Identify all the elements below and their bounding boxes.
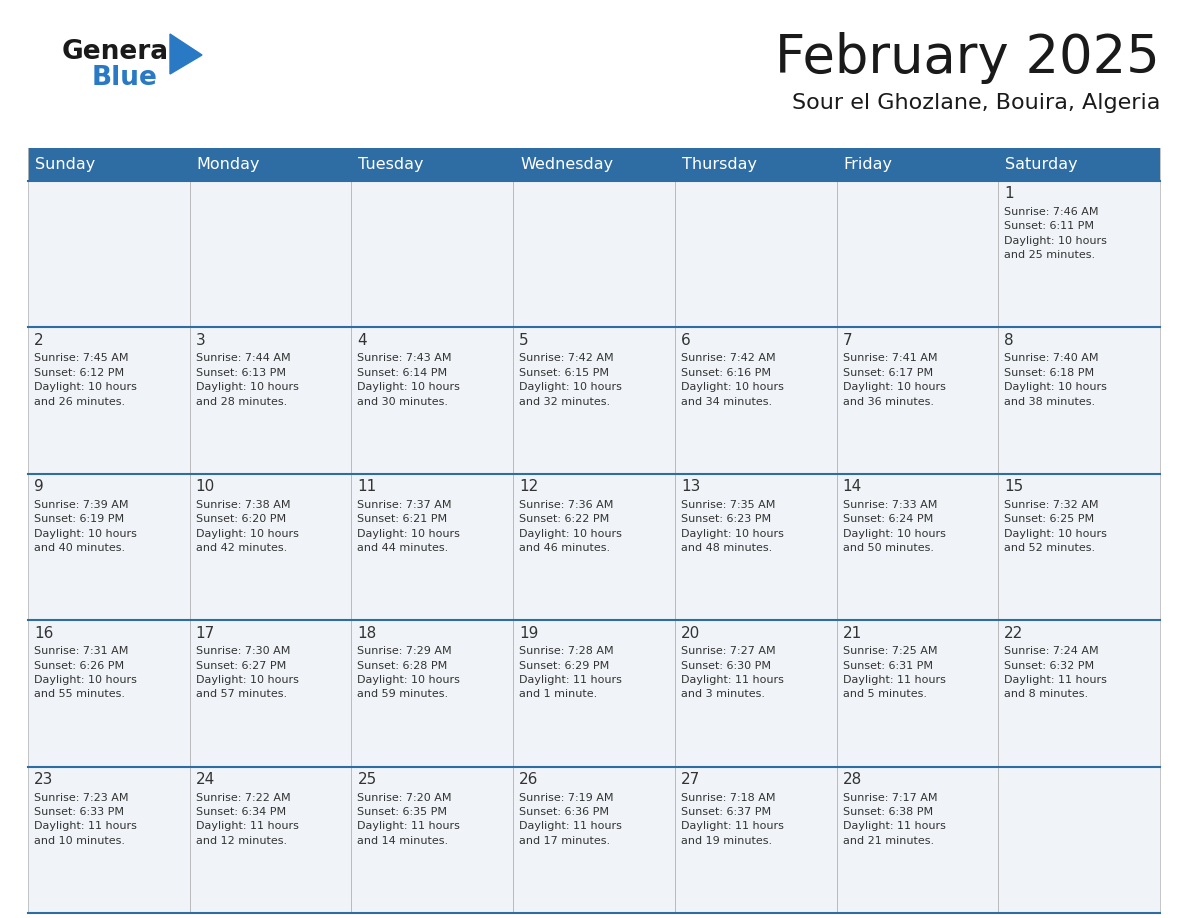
Text: Sunrise: 7:17 AM
Sunset: 6:38 PM
Daylight: 11 hours
and 21 minutes.: Sunrise: 7:17 AM Sunset: 6:38 PM Dayligh…	[842, 792, 946, 845]
Text: Sunrise: 7:36 AM
Sunset: 6:22 PM
Daylight: 10 hours
and 46 minutes.: Sunrise: 7:36 AM Sunset: 6:22 PM Dayligh…	[519, 499, 623, 553]
Bar	[998, 148, 1159, 181]
Text: 26: 26	[519, 772, 538, 787]
Polygon shape	[170, 34, 202, 74]
Text: 24: 24	[196, 772, 215, 787]
Text: Sunrise: 7:22 AM
Sunset: 6:34 PM
Daylight: 11 hours
and 12 minutes.: Sunrise: 7:22 AM Sunset: 6:34 PM Dayligh…	[196, 792, 298, 845]
Text: Sunrise: 7:32 AM
Sunset: 6:25 PM
Daylight: 10 hours
and 52 minutes.: Sunrise: 7:32 AM Sunset: 6:25 PM Dayligh…	[1004, 499, 1107, 553]
Text: Sunrise: 7:19 AM
Sunset: 6:36 PM
Daylight: 11 hours
and 17 minutes.: Sunrise: 7:19 AM Sunset: 6:36 PM Dayligh…	[519, 792, 623, 845]
Text: Sunrise: 7:28 AM
Sunset: 6:29 PM
Daylight: 11 hours
and 1 minute.: Sunrise: 7:28 AM Sunset: 6:29 PM Dayligh…	[519, 646, 623, 700]
Text: Sunrise: 7:46 AM
Sunset: 6:11 PM
Daylight: 10 hours
and 25 minutes.: Sunrise: 7:46 AM Sunset: 6:11 PM Dayligh…	[1004, 207, 1107, 260]
Text: Sunrise: 7:23 AM
Sunset: 6:33 PM
Daylight: 11 hours
and 10 minutes.: Sunrise: 7:23 AM Sunset: 6:33 PM Dayligh…	[34, 792, 137, 845]
Text: 22: 22	[1004, 626, 1024, 641]
Text: 23: 23	[34, 772, 53, 787]
Text: 6: 6	[681, 333, 690, 348]
Bar	[352, 148, 513, 181]
Text: 10: 10	[196, 479, 215, 494]
Text: Saturday: Saturday	[1005, 157, 1078, 172]
Text: Tuesday: Tuesday	[359, 157, 424, 172]
Text: Sunrise: 7:18 AM
Sunset: 6:37 PM
Daylight: 11 hours
and 19 minutes.: Sunrise: 7:18 AM Sunset: 6:37 PM Dayligh…	[681, 792, 784, 845]
Text: Sunrise: 7:42 AM
Sunset: 6:16 PM
Daylight: 10 hours
and 34 minutes.: Sunrise: 7:42 AM Sunset: 6:16 PM Dayligh…	[681, 353, 784, 407]
Text: Sunrise: 7:30 AM
Sunset: 6:27 PM
Daylight: 10 hours
and 57 minutes.: Sunrise: 7:30 AM Sunset: 6:27 PM Dayligh…	[196, 646, 298, 700]
Text: 8: 8	[1004, 333, 1013, 348]
Text: General: General	[62, 39, 178, 65]
Text: Friday: Friday	[843, 157, 892, 172]
Text: 20: 20	[681, 626, 700, 641]
Text: 2: 2	[34, 333, 44, 348]
Text: 4: 4	[358, 333, 367, 348]
Text: 11: 11	[358, 479, 377, 494]
Bar	[513, 148, 675, 181]
Text: Sunrise: 7:31 AM
Sunset: 6:26 PM
Daylight: 10 hours
and 55 minutes.: Sunrise: 7:31 AM Sunset: 6:26 PM Dayligh…	[34, 646, 137, 700]
Text: 28: 28	[842, 772, 861, 787]
Text: 14: 14	[842, 479, 861, 494]
Text: Thursday: Thursday	[682, 157, 757, 172]
Text: February 2025: February 2025	[776, 32, 1159, 84]
Text: 3: 3	[196, 333, 206, 348]
Text: 12: 12	[519, 479, 538, 494]
Text: Sunrise: 7:45 AM
Sunset: 6:12 PM
Daylight: 10 hours
and 26 minutes.: Sunrise: 7:45 AM Sunset: 6:12 PM Dayligh…	[34, 353, 137, 407]
Text: Sunrise: 7:40 AM
Sunset: 6:18 PM
Daylight: 10 hours
and 38 minutes.: Sunrise: 7:40 AM Sunset: 6:18 PM Dayligh…	[1004, 353, 1107, 407]
Text: Sunrise: 7:37 AM
Sunset: 6:21 PM
Daylight: 10 hours
and 44 minutes.: Sunrise: 7:37 AM Sunset: 6:21 PM Dayligh…	[358, 499, 460, 553]
Text: Sunrise: 7:27 AM
Sunset: 6:30 PM
Daylight: 11 hours
and 3 minutes.: Sunrise: 7:27 AM Sunset: 6:30 PM Dayligh…	[681, 646, 784, 700]
Text: Sunrise: 7:43 AM
Sunset: 6:14 PM
Daylight: 10 hours
and 30 minutes.: Sunrise: 7:43 AM Sunset: 6:14 PM Dayligh…	[358, 353, 460, 407]
Text: 1: 1	[1004, 186, 1013, 201]
Text: 17: 17	[196, 626, 215, 641]
Text: 7: 7	[842, 333, 852, 348]
Text: 16: 16	[34, 626, 53, 641]
Text: 9: 9	[34, 479, 44, 494]
Bar	[836, 148, 998, 181]
Text: 18: 18	[358, 626, 377, 641]
Text: Sunrise: 7:41 AM
Sunset: 6:17 PM
Daylight: 10 hours
and 36 minutes.: Sunrise: 7:41 AM Sunset: 6:17 PM Dayligh…	[842, 353, 946, 407]
Text: Sunrise: 7:39 AM
Sunset: 6:19 PM
Daylight: 10 hours
and 40 minutes.: Sunrise: 7:39 AM Sunset: 6:19 PM Dayligh…	[34, 499, 137, 553]
Text: Sunrise: 7:20 AM
Sunset: 6:35 PM
Daylight: 11 hours
and 14 minutes.: Sunrise: 7:20 AM Sunset: 6:35 PM Dayligh…	[358, 792, 460, 845]
Text: Sunrise: 7:42 AM
Sunset: 6:15 PM
Daylight: 10 hours
and 32 minutes.: Sunrise: 7:42 AM Sunset: 6:15 PM Dayligh…	[519, 353, 623, 407]
Text: 5: 5	[519, 333, 529, 348]
Text: Sunrise: 7:24 AM
Sunset: 6:32 PM
Daylight: 11 hours
and 8 minutes.: Sunrise: 7:24 AM Sunset: 6:32 PM Dayligh…	[1004, 646, 1107, 700]
Text: Sunrise: 7:25 AM
Sunset: 6:31 PM
Daylight: 11 hours
and 5 minutes.: Sunrise: 7:25 AM Sunset: 6:31 PM Dayligh…	[842, 646, 946, 700]
Text: Blue: Blue	[91, 65, 158, 91]
Bar	[675, 148, 836, 181]
Text: Wednesday: Wednesday	[520, 157, 613, 172]
Bar	[29, 181, 1159, 913]
Text: Sour el Ghozlane, Bouira, Algeria: Sour el Ghozlane, Bouira, Algeria	[791, 93, 1159, 113]
Bar	[190, 148, 352, 181]
Text: Sunrise: 7:33 AM
Sunset: 6:24 PM
Daylight: 10 hours
and 50 minutes.: Sunrise: 7:33 AM Sunset: 6:24 PM Dayligh…	[842, 499, 946, 553]
Text: Monday: Monday	[197, 157, 260, 172]
Bar	[29, 148, 190, 181]
Text: 27: 27	[681, 772, 700, 787]
Text: 21: 21	[842, 626, 861, 641]
Text: Sunrise: 7:29 AM
Sunset: 6:28 PM
Daylight: 10 hours
and 59 minutes.: Sunrise: 7:29 AM Sunset: 6:28 PM Dayligh…	[358, 646, 460, 700]
Text: Sunday: Sunday	[34, 157, 95, 172]
Text: 15: 15	[1004, 479, 1024, 494]
Text: 19: 19	[519, 626, 538, 641]
Text: 25: 25	[358, 772, 377, 787]
Text: Sunrise: 7:38 AM
Sunset: 6:20 PM
Daylight: 10 hours
and 42 minutes.: Sunrise: 7:38 AM Sunset: 6:20 PM Dayligh…	[196, 499, 298, 553]
Text: 13: 13	[681, 479, 700, 494]
Text: Sunrise: 7:35 AM
Sunset: 6:23 PM
Daylight: 10 hours
and 48 minutes.: Sunrise: 7:35 AM Sunset: 6:23 PM Dayligh…	[681, 499, 784, 553]
Text: Sunrise: 7:44 AM
Sunset: 6:13 PM
Daylight: 10 hours
and 28 minutes.: Sunrise: 7:44 AM Sunset: 6:13 PM Dayligh…	[196, 353, 298, 407]
